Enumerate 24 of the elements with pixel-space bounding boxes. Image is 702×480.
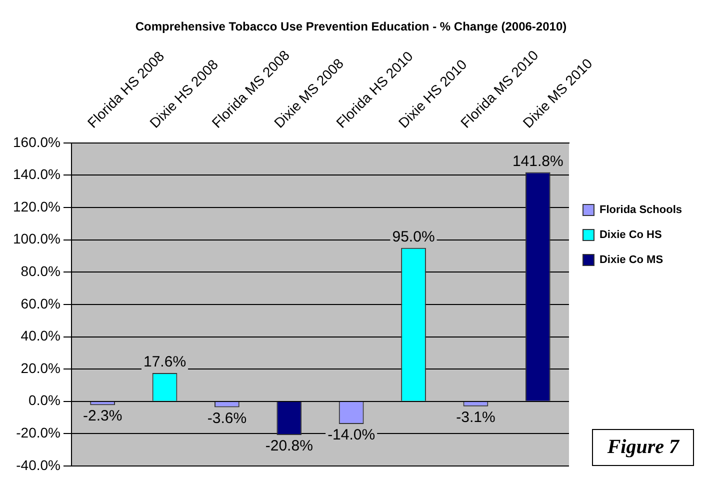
legend-label: Florida Schools [599,204,682,216]
data-label: -20.8% [265,438,313,455]
y-tick-label: 160.0% [13,134,60,150]
y-tick-label: 0.0% [28,392,60,408]
y-tick-label: 40.0% [20,328,60,344]
data-label: 17.6% [143,354,186,371]
y-tick-label: -20.0% [16,424,60,441]
y-tick-label: 140.0% [13,166,60,182]
y-tick-label: 60.0% [20,295,60,312]
caption: Figure 7 [592,429,694,466]
data-label: 141.8% [512,152,564,170]
legend-label: Dixie Co MS [599,254,664,266]
chart-title: Comprehensive Tobacco Use Prevention Education - % Change (2006-2010) [135,20,567,34]
y-tick-label: 80.0% [20,263,60,280]
legend-label: Dixie Co HS [599,229,662,242]
y-tick-label: 20.0% [20,360,60,376]
y-tick-label: 100.0% [13,230,60,247]
data-label: 95.0% [392,228,435,246]
data-label: -2.3% [82,408,122,425]
y-tick-label: 120.0% [13,198,60,214]
data-label: -3.1% [456,409,496,426]
y-tick-label: -40.0% [16,456,60,473]
data-label: -14.0% [328,426,376,444]
data-label: -3.6% [207,410,247,427]
